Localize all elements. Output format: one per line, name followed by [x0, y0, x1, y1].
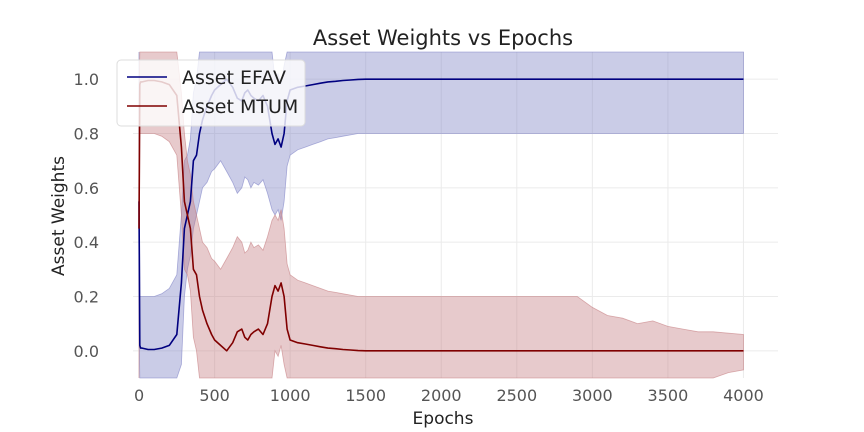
y-tick-label: 0.2 — [74, 288, 99, 307]
y-tick-label: 0.6 — [74, 179, 99, 198]
legend-label-mtum: Asset MTUM — [182, 96, 298, 118]
x-tick-label: 1000 — [270, 386, 311, 405]
y-axis-label: Asset Weights — [49, 156, 69, 276]
confidence-bands — [138, 51, 744, 379]
x-tick-label: 4000 — [723, 386, 764, 405]
x-tick-label: 1500 — [345, 386, 386, 405]
chart-title: Asset Weights vs Epochs — [313, 26, 573, 50]
legend: Asset EFAV Asset MTUM — [116, 59, 306, 127]
x-tick-label: 2000 — [421, 386, 462, 405]
y-tick-label: 0.4 — [74, 233, 99, 252]
tick-labels: 0 500 1000 1500 2000 2500 3000 3500 4000 0.0 0.2 0.… — [74, 70, 764, 405]
x-tick-label: 0 — [134, 386, 144, 405]
legend-label-efav: Asset EFAV — [182, 67, 286, 89]
band-asset-efav — [138, 51, 744, 379]
x-tick-label: 500 — [199, 386, 230, 405]
y-tick-label: 0.8 — [74, 125, 99, 144]
y-tick-label: 0.0 — [74, 342, 99, 361]
y-tick-label: 1.0 — [74, 70, 99, 89]
x-tick-label: 3500 — [648, 386, 689, 405]
x-tick-label: 2500 — [496, 386, 537, 405]
x-axis-label: Epochs — [413, 409, 474, 429]
band-asset-mtum — [138, 51, 744, 379]
line-asset-mtum — [138, 79, 744, 352]
x-tick-label: 3000 — [572, 386, 613, 405]
